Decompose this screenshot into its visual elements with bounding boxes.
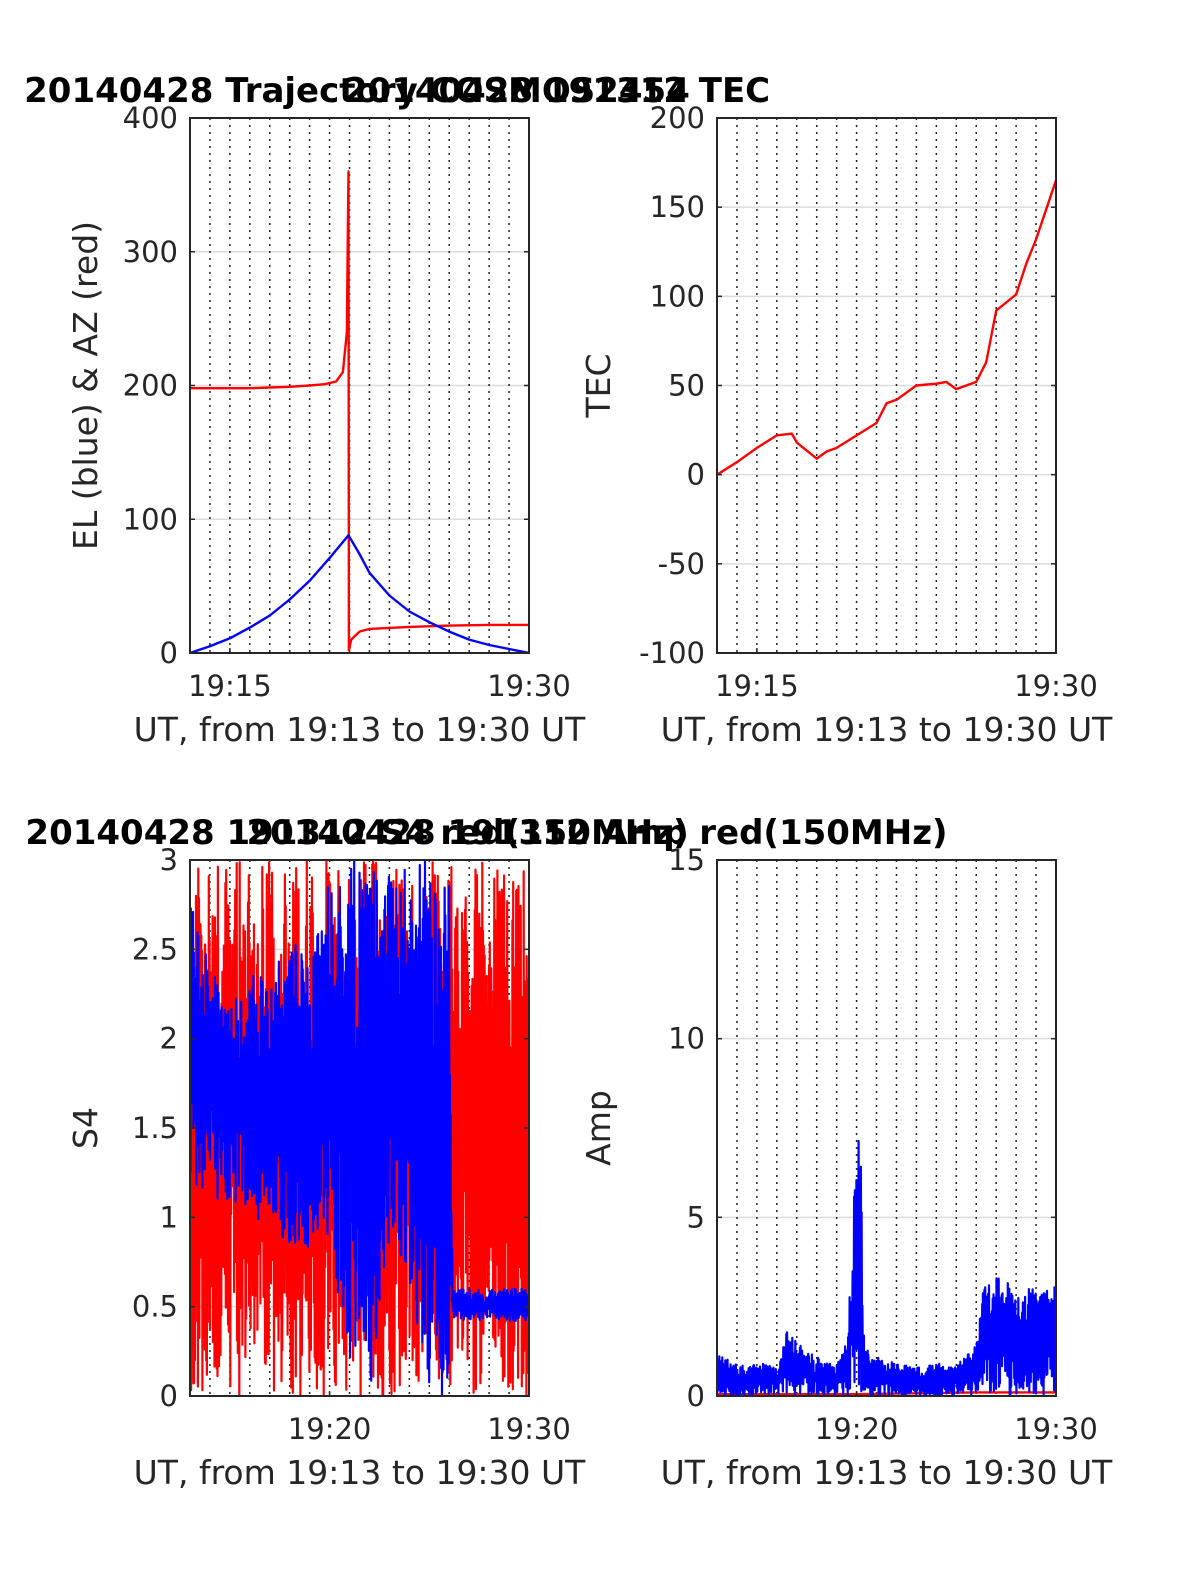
y-tick-label: 100: [123, 502, 178, 536]
x-tick-label: 19:30: [1014, 669, 1098, 703]
y-tick-label: 200: [650, 101, 705, 135]
y-tick-label: 0: [160, 636, 178, 670]
chart-title: 20140428 Trajectory COSMOS2454: [24, 71, 690, 111]
red-series: [190, 170, 529, 652]
blue-series: [190, 534, 529, 653]
series-group: [717, 180, 1056, 476]
y-tick-label: 3: [160, 843, 178, 877]
y-tick-label: 150: [650, 190, 705, 224]
y-tick-label: 5: [687, 1200, 705, 1234]
y-axis-label: TEC: [579, 353, 618, 418]
x-tick-label: 19:30: [487, 669, 571, 703]
plot-frame: [716, 859, 1057, 1397]
y-tick-label: 0: [687, 1379, 705, 1413]
x-axis-label: UT, from 19:13 to 19:30 UT: [134, 710, 587, 749]
blue-series: [190, 860, 529, 1396]
tec-panel: -100 -50 0 50 100 150 200 19:15 19:30 UT, from 19…: [344, 71, 1113, 749]
red-series: [717, 180, 1056, 476]
s4-panel: 0 0.5 1 1.5 2 2.5 3 19:20 19:30 UT, from 19:13 to…: [25, 813, 688, 1492]
x-tick-label: 19:30: [1014, 1412, 1098, 1446]
y-tick-label: 200: [123, 369, 178, 403]
y-tick-label: 2: [160, 1022, 178, 1056]
chart-title: 20140428 191312 TEC: [344, 71, 770, 111]
y-tick-label: -100: [639, 636, 705, 670]
y-tick-label: 400: [123, 101, 178, 135]
chart-title: 20140428 191312 S4 red(150MHz): [25, 813, 688, 853]
y-tick-label: 0: [160, 1379, 178, 1413]
y-tick-label: 1.5: [132, 1111, 178, 1145]
x-axis-label: UT, from 19:13 to 19:30 UT: [661, 710, 1114, 749]
y-axis-label: S4: [66, 1107, 105, 1149]
x-tick-label: 19:20: [815, 1412, 899, 1446]
chart-title: 20140428 191312 Amp red(150MHz): [246, 813, 947, 853]
y-tick-label: 0: [687, 458, 705, 492]
series-group: [190, 860, 529, 1396]
series-group: [717, 1139, 1056, 1396]
y-axis-label: Amp: [579, 1090, 618, 1166]
series-group: [190, 170, 529, 653]
blue-series: [717, 1139, 1056, 1396]
y-tick-label: 1: [160, 1200, 178, 1234]
y-tick-label: -50: [658, 547, 705, 581]
y-tick-label: 2.5: [132, 932, 178, 966]
x-axis-label: UT, from 19:13 to 19:30 UT: [661, 1453, 1114, 1492]
y-tick-label: 0.5: [132, 1290, 178, 1324]
x-tick-label: 19:15: [715, 669, 799, 703]
x-axis-label: UT, from 19:13 to 19:30 UT: [134, 1453, 587, 1492]
y-tick-label: 50: [668, 369, 705, 403]
trajectory-panel: 0 100 200 300 400 19:15 19:30 UT, from 19:13 to…: [24, 71, 690, 749]
y-tick-label: 100: [650, 279, 705, 313]
x-tick-label: 19:20: [288, 1412, 372, 1446]
y-axis-label: EL (blue) & AZ (red): [66, 221, 105, 550]
amp-panel: 0 5 10 15 19:20 19:30 UT, from 19:13 to 19:30 …: [246, 813, 1113, 1492]
y-tick-label: 10: [668, 1022, 705, 1056]
x-tick-label: 19:15: [188, 669, 272, 703]
y-tick-label: 15: [668, 843, 705, 877]
x-tick-label: 19:30: [487, 1412, 571, 1446]
y-tick-label: 300: [123, 235, 178, 269]
